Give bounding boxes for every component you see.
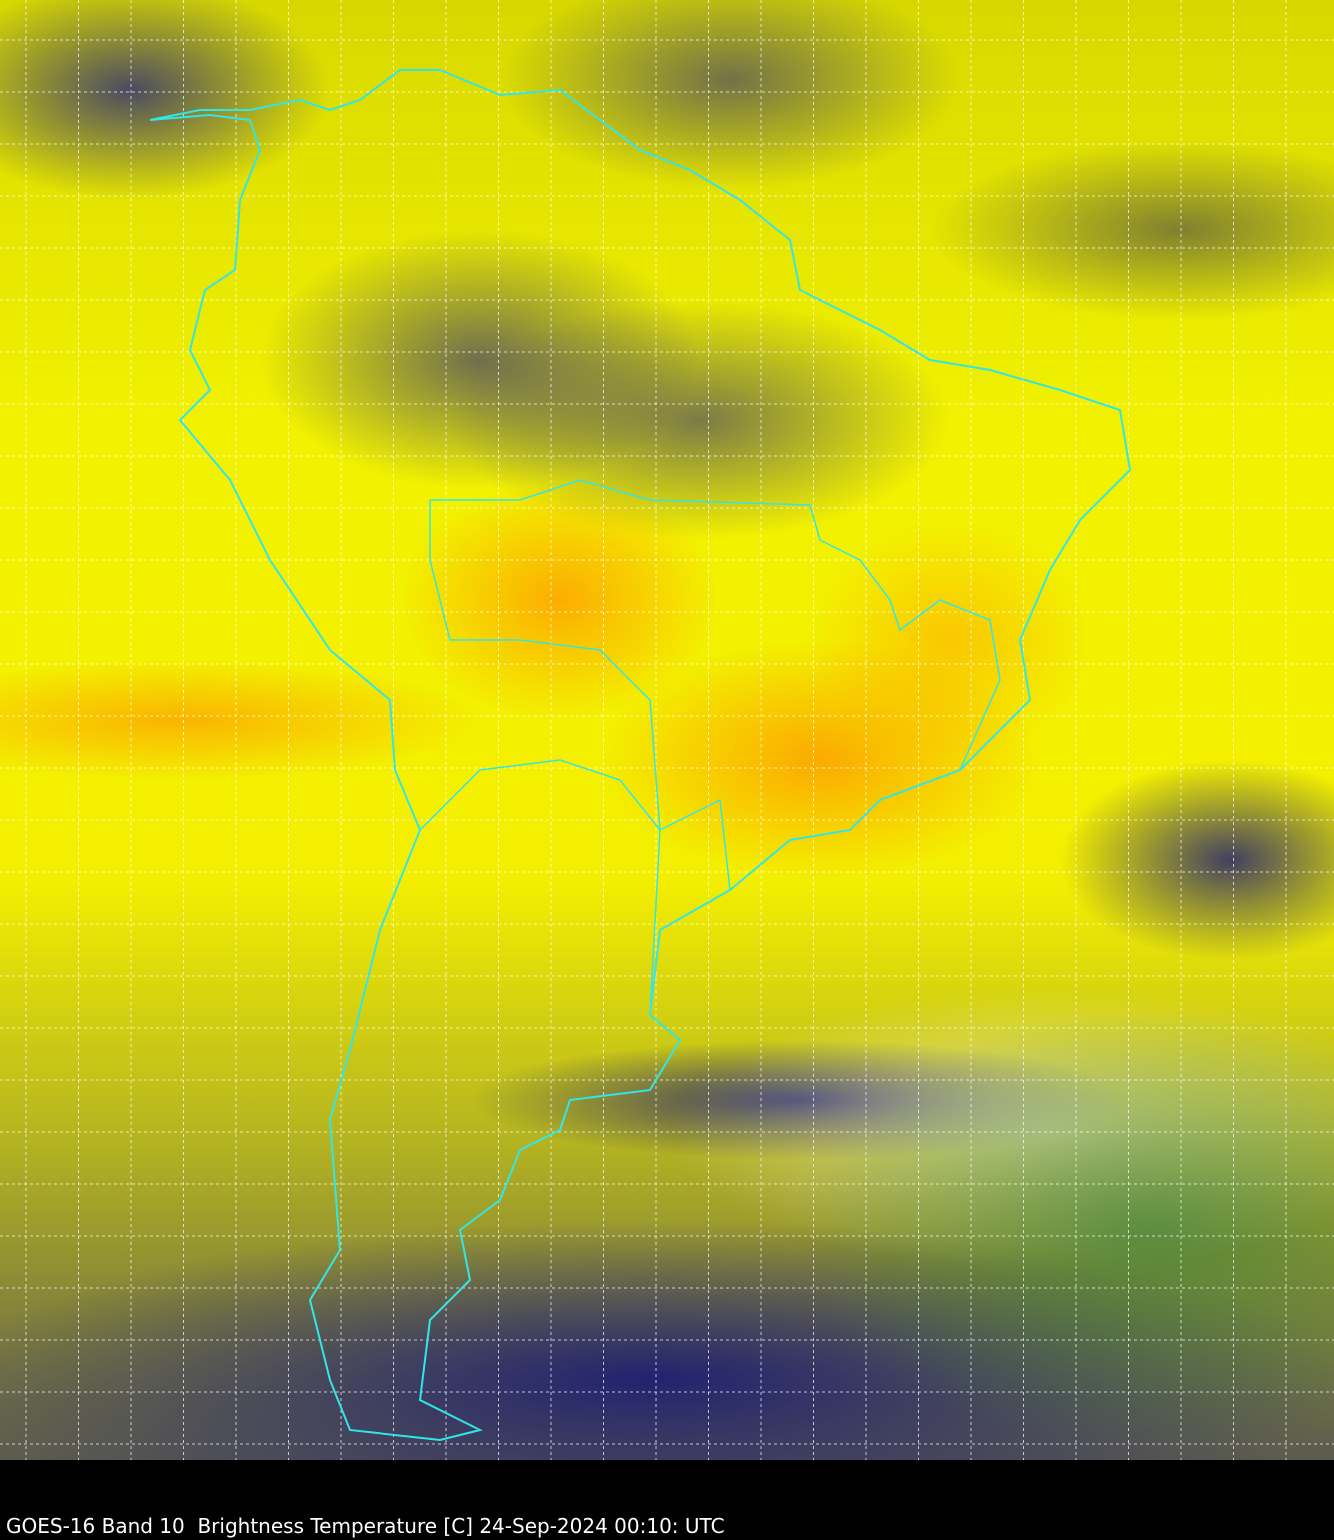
lat-lon-grid <box>0 0 1334 1460</box>
satellite-image <box>0 0 1334 1460</box>
south-america-coastline <box>149 69 1132 1442</box>
country-borders <box>149 69 1132 1442</box>
image-caption: GOES-16 Band 10 Brightness Temperature [… <box>6 1514 725 1538</box>
argentina-border <box>419 759 681 1041</box>
brazil-border <box>429 479 1001 892</box>
